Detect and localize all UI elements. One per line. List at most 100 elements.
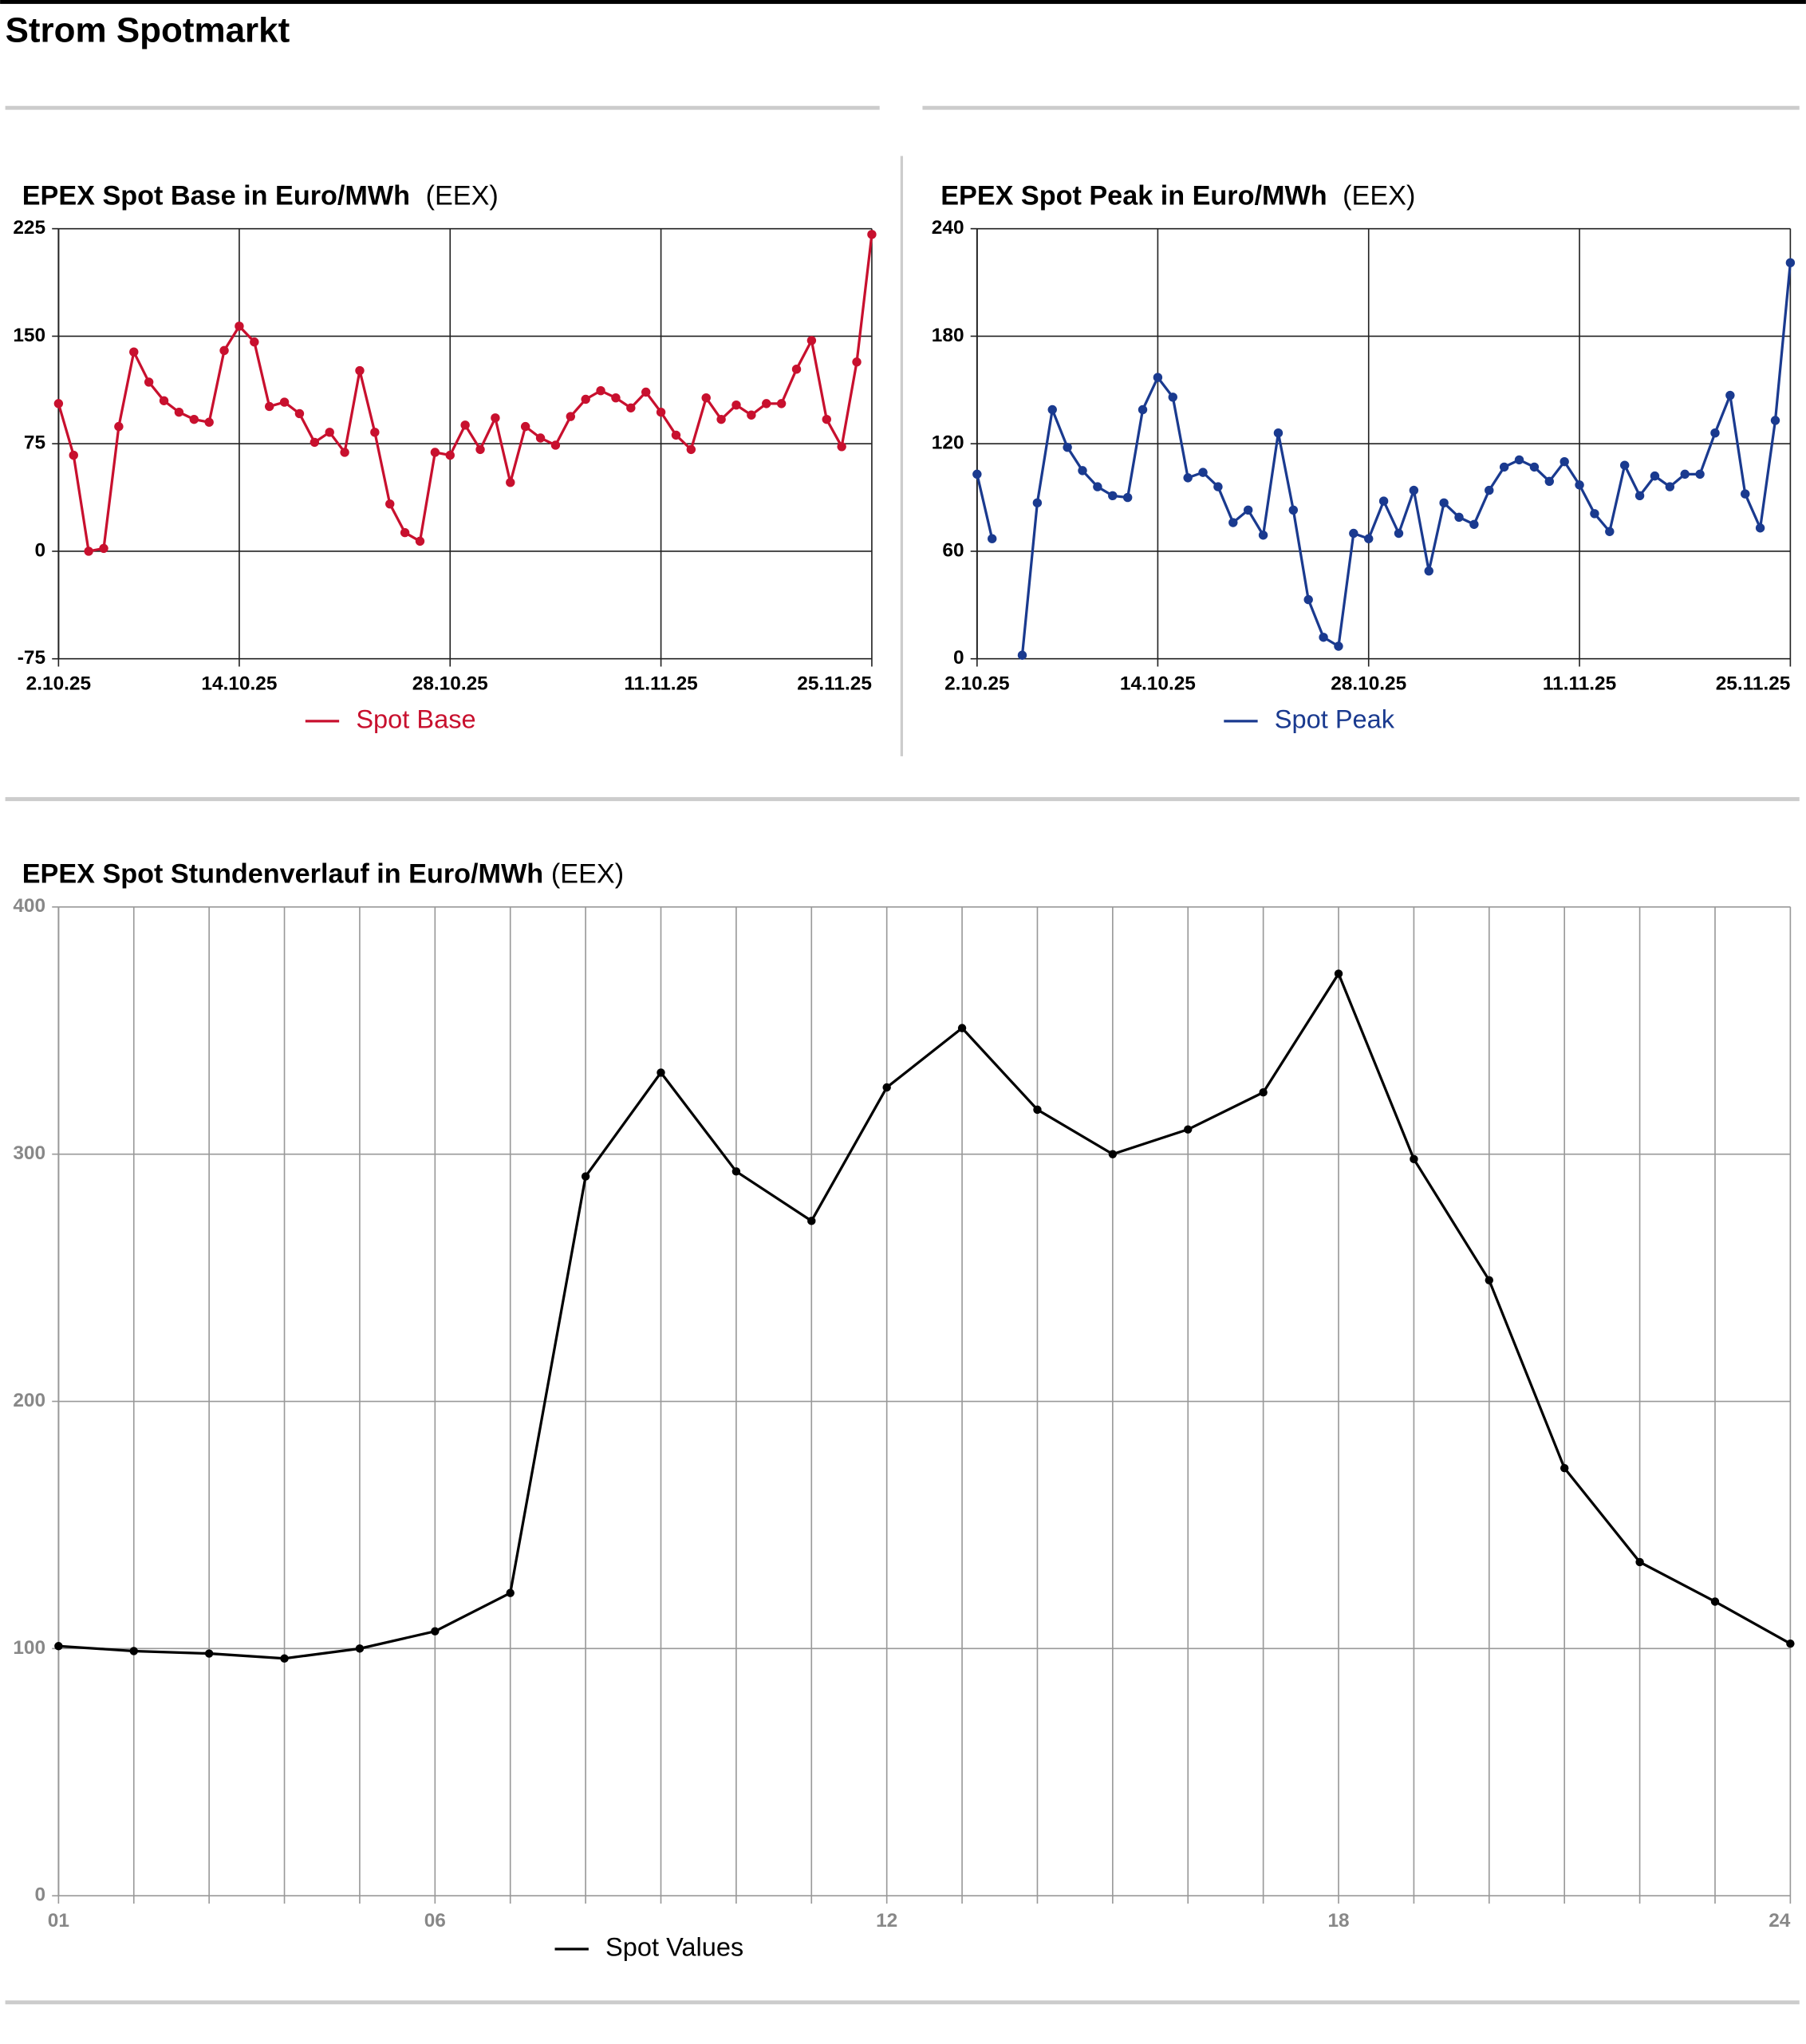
y-tick-label: 225 (13, 217, 45, 239)
x-tick-label: 2.10.25 (944, 673, 1009, 695)
data-point (731, 400, 741, 410)
data-point (1786, 1639, 1795, 1648)
data-point (1258, 531, 1268, 540)
data-point (1544, 476, 1554, 487)
data-point (99, 543, 108, 554)
data-point (1560, 1463, 1569, 1473)
data-point (1424, 566, 1433, 576)
data-point (550, 440, 561, 450)
data-point (1259, 1087, 1268, 1097)
data-point (1108, 491, 1118, 501)
data-point (1590, 509, 1599, 519)
data-point (1364, 534, 1374, 543)
data-point (144, 377, 154, 387)
data-point (1349, 528, 1358, 539)
data-point (1575, 480, 1584, 490)
data-point (1499, 462, 1509, 472)
data-point (1485, 1276, 1494, 1284)
data-point (1198, 468, 1208, 477)
data-point (1303, 594, 1313, 605)
data-point (1785, 258, 1796, 268)
y-tick-label: 150 (13, 325, 45, 346)
data-point (520, 421, 530, 432)
y-tick-label: 240 (932, 217, 964, 239)
data-point (1409, 485, 1419, 495)
series-line (57, 234, 873, 553)
data-point (1122, 492, 1133, 503)
x-tick-label: 25.11.25 (797, 673, 872, 695)
data-point (1560, 456, 1569, 467)
data-point (159, 396, 169, 405)
data-point (400, 527, 410, 538)
data-point (1228, 518, 1238, 527)
data-point (596, 386, 605, 396)
data-point (626, 403, 636, 412)
data-point (1619, 460, 1630, 470)
y-tick-label: 0 (35, 1884, 46, 1906)
data-point (1334, 969, 1343, 978)
data-point (1680, 469, 1690, 479)
data-point (204, 1649, 214, 1658)
data-point (701, 393, 711, 403)
data-point (867, 230, 877, 239)
legend-label: Spot Peak (1275, 705, 1395, 734)
y-tick-label: 300 (13, 1142, 45, 1164)
chart-title: EPEX Spot Stundenverlauf in Euro/MWh (22, 859, 543, 890)
data-point (54, 1642, 63, 1651)
data-point (1605, 527, 1615, 536)
data-point (581, 1172, 590, 1181)
legend-label: Spot Base (356, 705, 475, 734)
x-tick-label: 14.10.25 (1120, 673, 1196, 695)
data-point (1184, 1125, 1193, 1134)
legend-label: Spot Values (605, 1933, 743, 1962)
data-point (791, 365, 802, 374)
data-point (475, 444, 485, 455)
y-tick-label: 75 (24, 432, 45, 454)
y-tick-label: -75 (18, 647, 45, 669)
data-point (731, 1167, 741, 1176)
series-line (976, 474, 994, 539)
x-tick-label: 06 (424, 1910, 446, 1932)
data-point (280, 1654, 289, 1663)
x-tick-label: 18 (1327, 1910, 1349, 1932)
data-point (340, 448, 349, 457)
data-point (1047, 404, 1057, 415)
data-point (294, 408, 305, 419)
data-point (129, 1647, 138, 1655)
data-point (1755, 523, 1765, 533)
data-point (1410, 1154, 1418, 1164)
data-point (535, 433, 546, 443)
data-point (264, 401, 274, 412)
data-point (1650, 471, 1660, 481)
x-tick-label: 11.11.25 (624, 673, 697, 695)
chart-source: (EEX) (551, 859, 624, 890)
data-point (1213, 482, 1223, 491)
data-point (69, 450, 78, 460)
data-point (84, 547, 93, 556)
chart-title: EPEX Spot Peak in Euro/MWh (940, 181, 1327, 211)
data-point (852, 357, 862, 367)
data-point (1017, 650, 1027, 660)
data-point (460, 420, 470, 430)
data-point (219, 345, 229, 356)
y-tick-label: 180 (932, 325, 964, 346)
series-line (58, 970, 1792, 1660)
data-point (355, 365, 365, 376)
data-point (1243, 505, 1253, 515)
data-point (1439, 498, 1449, 508)
data-point (1183, 473, 1193, 483)
data-point (837, 442, 846, 452)
data-point (641, 387, 651, 397)
data-point (370, 428, 380, 437)
data-point (822, 414, 831, 424)
x-tick-label: 28.10.25 (1331, 673, 1406, 695)
data-point (1710, 428, 1720, 438)
series-line (1020, 262, 1792, 656)
data-point (1378, 496, 1389, 506)
data-point (1529, 462, 1540, 472)
y-tick-label: 200 (13, 1390, 45, 1411)
data-point (129, 347, 139, 357)
data-point (762, 399, 771, 408)
data-point (1078, 466, 1087, 475)
